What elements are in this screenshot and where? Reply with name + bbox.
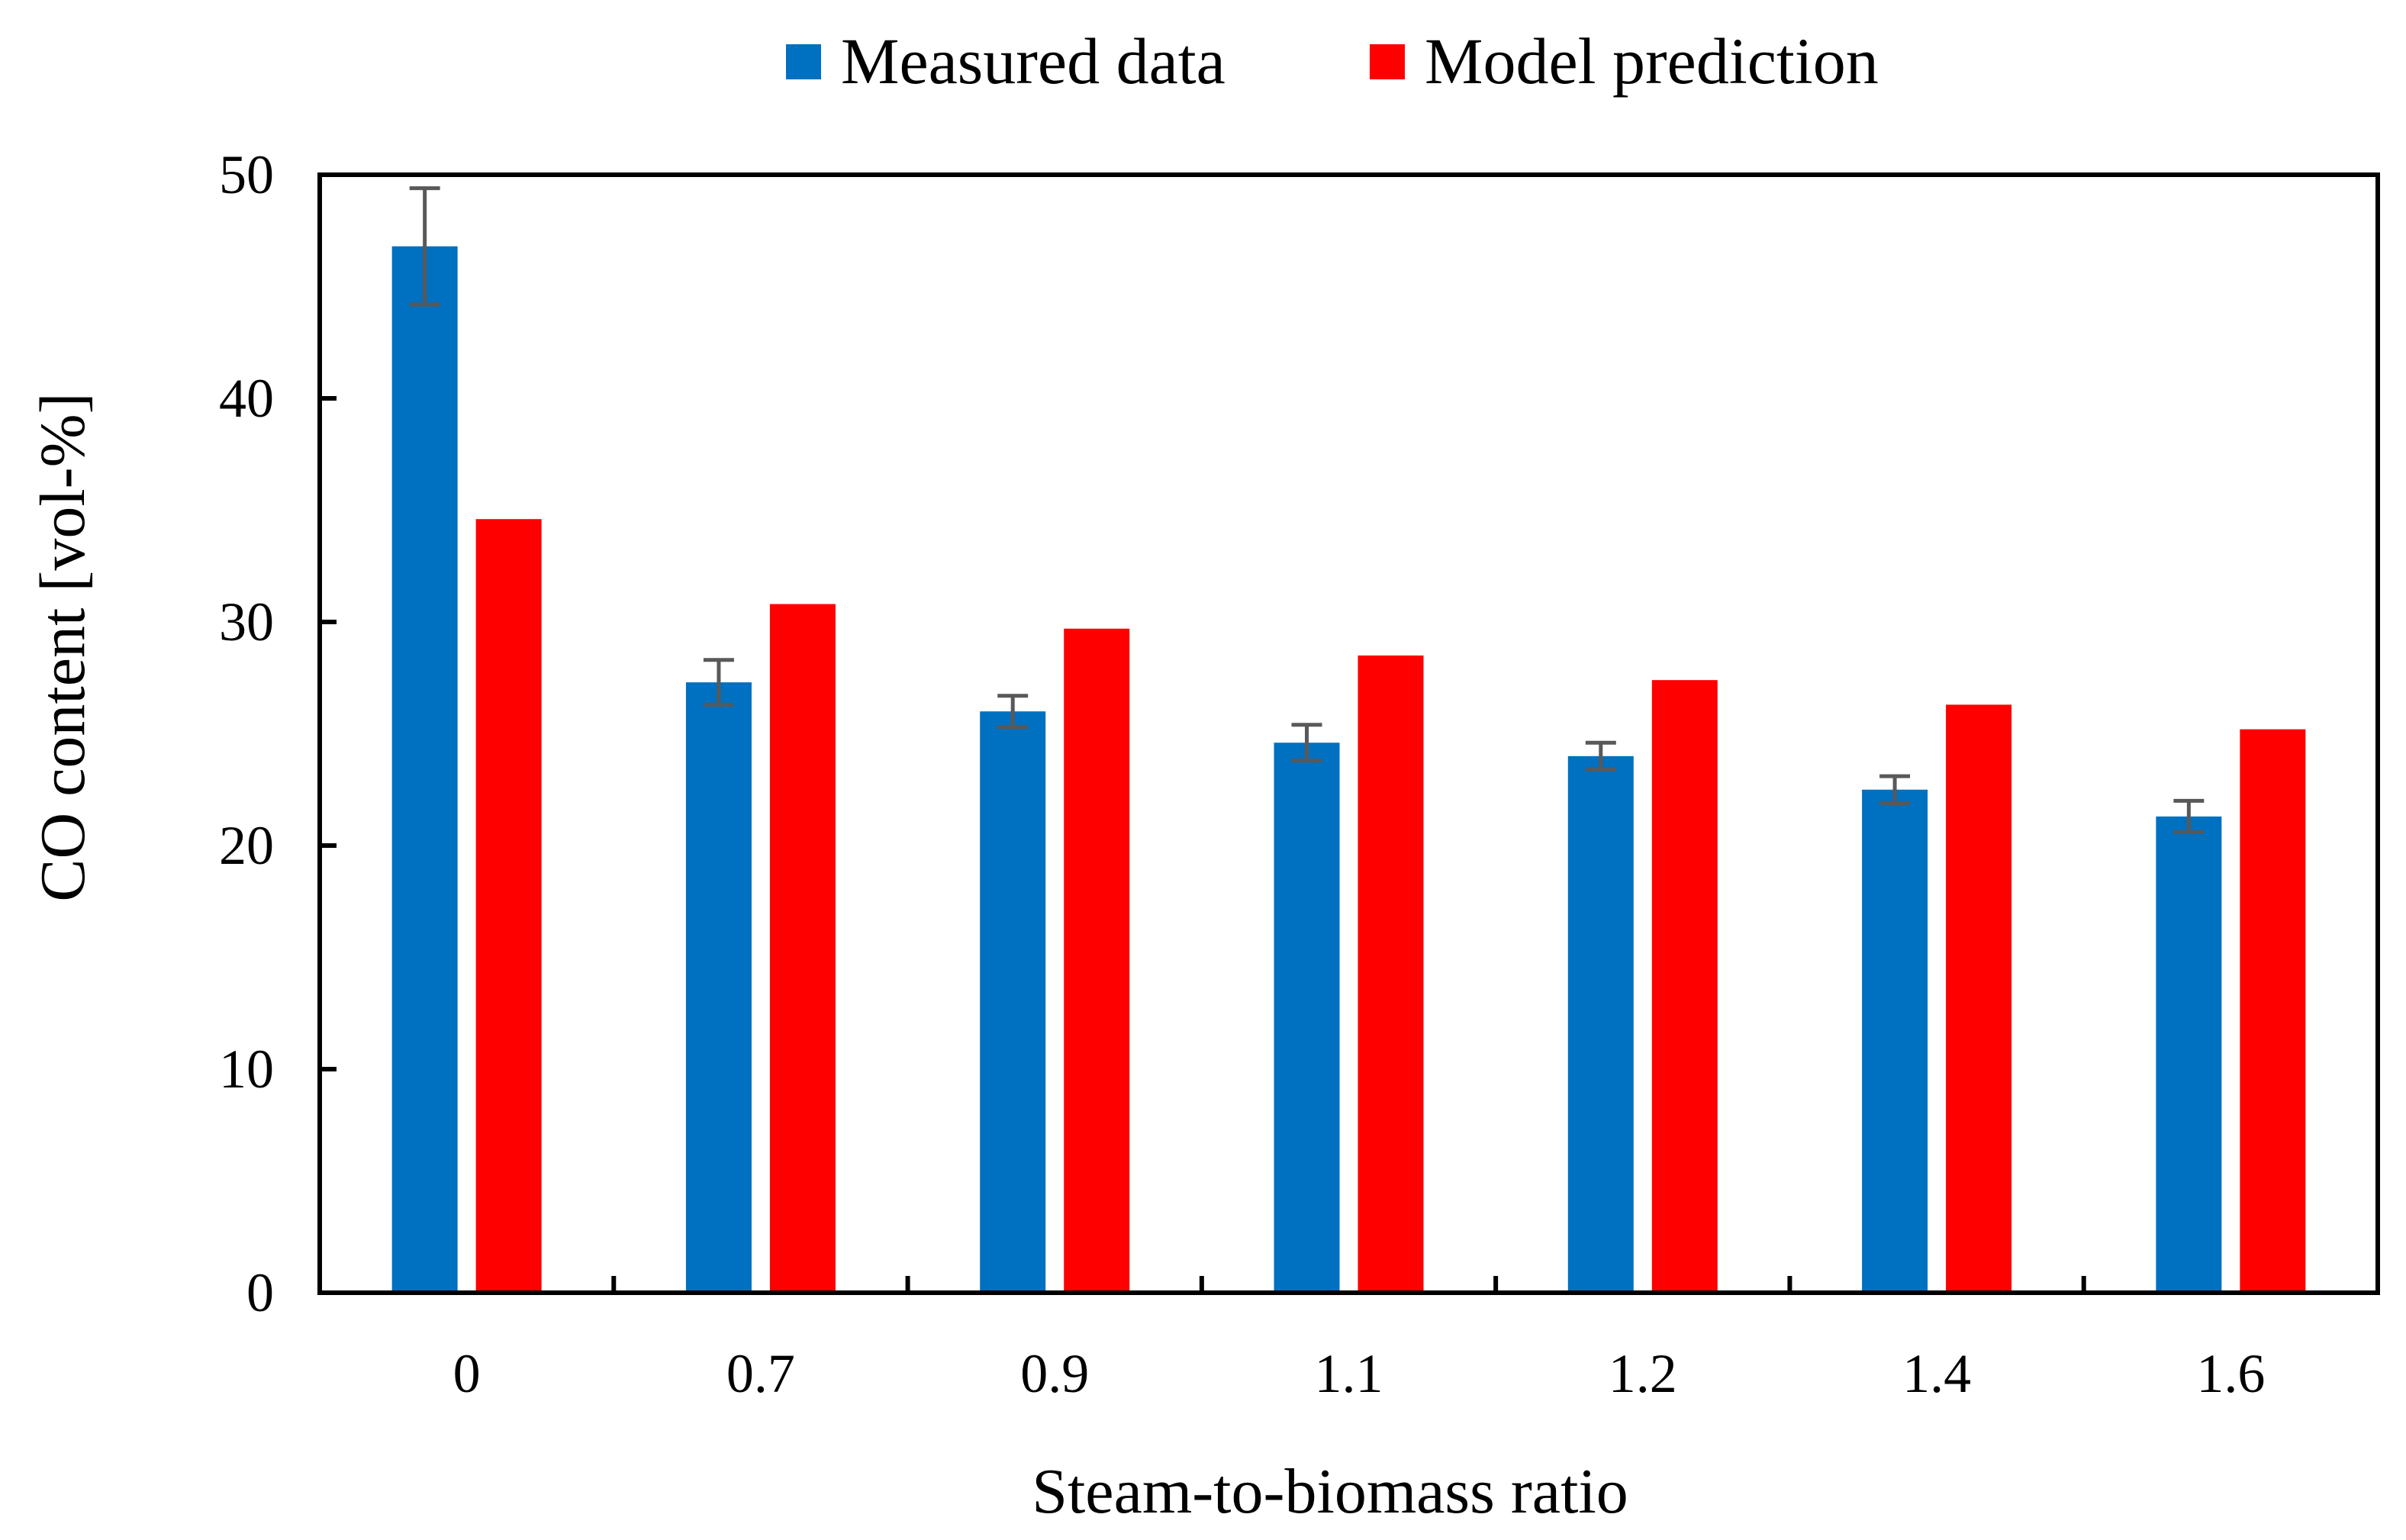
x-axis-label: Steam-to-biomass ratio [1032, 1456, 1628, 1527]
bar-model-prediction-1.1 [1358, 655, 1424, 1293]
error-bar-0 [409, 186, 440, 307]
x-tick-label: 1.6 [2196, 1343, 2265, 1404]
y-axis: 0 10 20 30 40 50 [219, 144, 337, 1323]
bar-measured-data-1.4 [1862, 789, 1928, 1293]
bar-model-prediction-0.7 [769, 604, 836, 1293]
legend: Measured data Model prediction [786, 24, 1879, 98]
error-bar-1.2 [1585, 740, 1616, 772]
bar-model-prediction-1.6 [2240, 729, 2306, 1293]
legend-swatch [1370, 44, 1405, 79]
x-tick-label: 1.1 [1315, 1343, 1383, 1404]
legend-item: Model prediction [1370, 24, 1879, 98]
bars-layer [391, 246, 2306, 1293]
bar-measured-data-0 [391, 246, 458, 1293]
bar-model-prediction-1.2 [1651, 680, 1718, 1293]
legend-label: Model prediction [1425, 24, 1879, 98]
y-tick-label: 20 [219, 815, 274, 876]
bar-model-prediction-1.4 [1946, 704, 2012, 1293]
error-bar-0.7 [703, 658, 734, 707]
error-bar-1.6 [2173, 798, 2205, 834]
x-tick-label: 0.9 [1020, 1343, 1089, 1404]
y-tick-label: 30 [219, 591, 274, 652]
bar-measured-data-1.6 [2156, 816, 2222, 1293]
bar-measured-data-0.7 [685, 682, 752, 1293]
legend-swatch [786, 44, 821, 79]
y-tick-label: 50 [219, 144, 274, 205]
y-tick-label: 0 [246, 1262, 274, 1323]
x-axis: 0 0.7 0.9 1.1 1.2 1.4 1.6 [453, 1276, 2265, 1404]
error-bar-1.4 [1879, 774, 1911, 805]
bar-measured-data-1.1 [1274, 743, 1340, 1293]
legend-item: Measured data [786, 24, 1226, 98]
plot-frame [317, 172, 2380, 1295]
legend-label: Measured data [841, 24, 1226, 98]
y-tick-label: 10 [219, 1039, 274, 1100]
error-bar-1.1 [1291, 723, 1322, 763]
bar-measured-data-0.9 [980, 711, 1046, 1293]
y-axis-label: CO content [vol-%] [27, 392, 98, 901]
x-tick-label: 0.7 [726, 1343, 795, 1404]
bar-model-prediction-0 [475, 519, 542, 1293]
x-tick-label: 1.2 [1609, 1343, 1677, 1404]
bar-model-prediction-0.9 [1064, 628, 1130, 1293]
x-tick-label: 0 [453, 1343, 481, 1404]
x-tick-label: 1.4 [1902, 1343, 1971, 1404]
y-tick-label: 40 [219, 368, 274, 429]
bar-measured-data-1.2 [1567, 756, 1634, 1293]
error-bars-layer [409, 186, 2205, 834]
error-bar-0.9 [997, 694, 1029, 730]
